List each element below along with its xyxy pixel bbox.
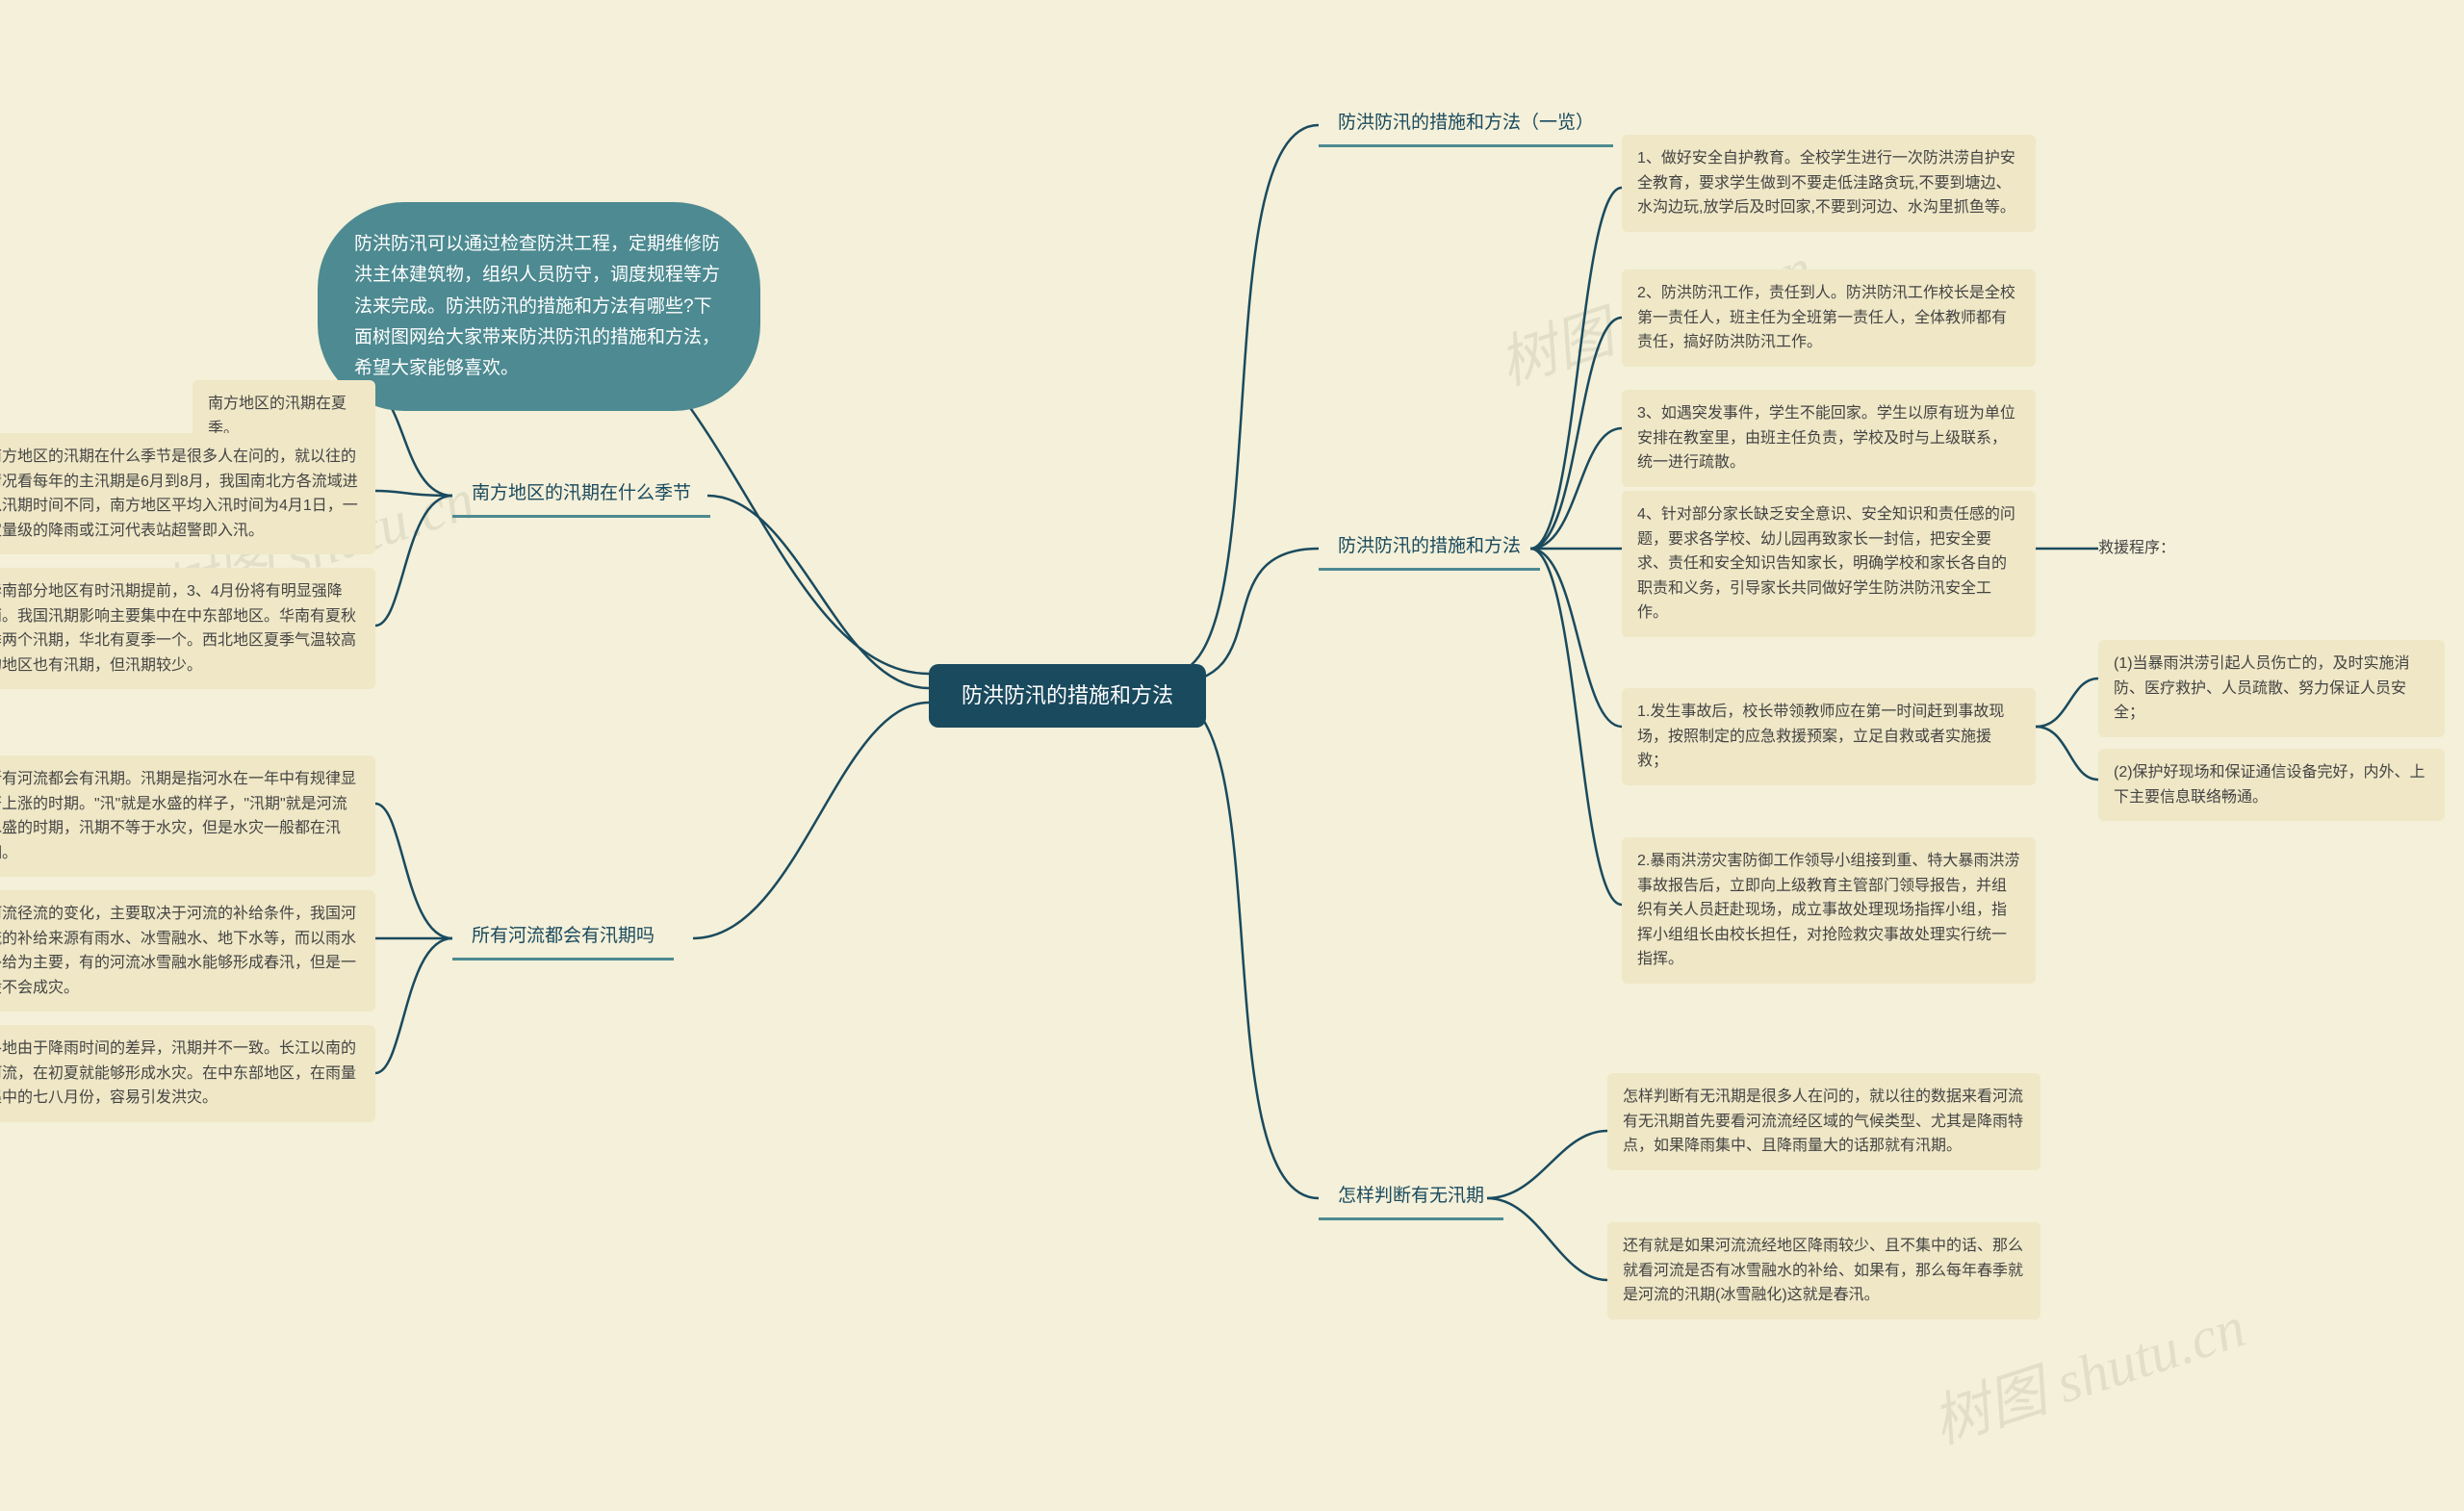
- leaf-r1a: (1)当暴雨洪涝引起人员伤亡的，及时实施消防、医疗救护、人员疏散、努力保证人员安…: [2098, 640, 2445, 737]
- branch-overview[interactable]: 防洪防汛的措施和方法（一览）: [1319, 101, 1613, 147]
- intro-bubble: 防洪防汛可以通过检查防洪工程，定期维修防洪主体建筑物，组织人员防守，调度规程等方…: [318, 202, 760, 411]
- branch-judge[interactable]: 怎样判断有无汛期: [1319, 1174, 1503, 1220]
- leaf-a3: 各地由于降雨时间的差异，汛期并不一致。长江以南的河流，在初夏就能够形成水灾。在中…: [0, 1025, 375, 1122]
- leaf-r2: 2.暴雨洪涝灾害防御工作领导小组接到重、特大暴雨洪涝事故报告后，立即向上级教育主…: [1622, 837, 2036, 984]
- branch-season[interactable]: 南方地区的汛期在什么季节: [452, 472, 710, 518]
- rescue-label: 救援程序：: [2098, 537, 2175, 561]
- leaf-j1: 怎样判断有无汛期是很多人在问的，就以往的数据来看河流有无汛期首先要看河流流经区域…: [1607, 1073, 2040, 1170]
- leaf-r1: 1.发生事故后，校长带领教师应在第一时间赶到事故现场，按照制定的应急救援预案，立…: [1622, 688, 2036, 785]
- leaf-s1: 南方地区的汛期在什么季节是很多人在问的，就以往的情况看每年的主汛期是6月到8月，…: [0, 433, 375, 554]
- branch-methods[interactable]: 防洪防汛的措施和方法: [1319, 525, 1540, 571]
- center-node[interactable]: 防洪防汛的措施和方法: [929, 664, 1206, 728]
- leaf-r1b: (2)保护好现场和保证通信设备完好，内外、上下主要信息联络畅通。: [2098, 749, 2445, 821]
- branch-all-rivers[interactable]: 所有河流都会有汛期吗: [452, 914, 674, 960]
- leaf-m4: 4、针对部分家长缺乏安全意识、安全知识和责任感的问题，要求各学校、幼儿园再致家长…: [1622, 491, 2036, 637]
- leaf-s2: 华南部分地区有时汛期提前，3、4月份将有明显强降雨。我国汛期影响主要集中在中东部…: [0, 568, 375, 689]
- leaf-j2: 还有就是如果河流流经地区降雨较少、且不集中的话、那么就看河流是否有冰雪融水的补给…: [1607, 1222, 2040, 1319]
- leaf-m1: 1、做好安全自护教育。全校学生进行一次防洪涝自护安全教育，要求学生做到不要走低洼…: [1622, 135, 2036, 232]
- leaf-m3: 3、如遇突发事件，学生不能回家。学生以原有班为单位安排在教室里，由班主任负责，学…: [1622, 390, 2036, 487]
- leaf-m2: 2、防洪防汛工作，责任到人。防洪防汛工作校长是全校第一责任人，班主任为全班第一责…: [1622, 269, 2036, 367]
- leaf-a2: 河流径流的变化，主要取决于河流的补给条件，我国河流的补给来源有雨水、冰雪融水、地…: [0, 890, 375, 1012]
- leaf-a1: 所有河流都会有汛期。汛期是指河水在一年中有规律显著上涨的时期。"汛"就是水盛的样…: [0, 756, 375, 877]
